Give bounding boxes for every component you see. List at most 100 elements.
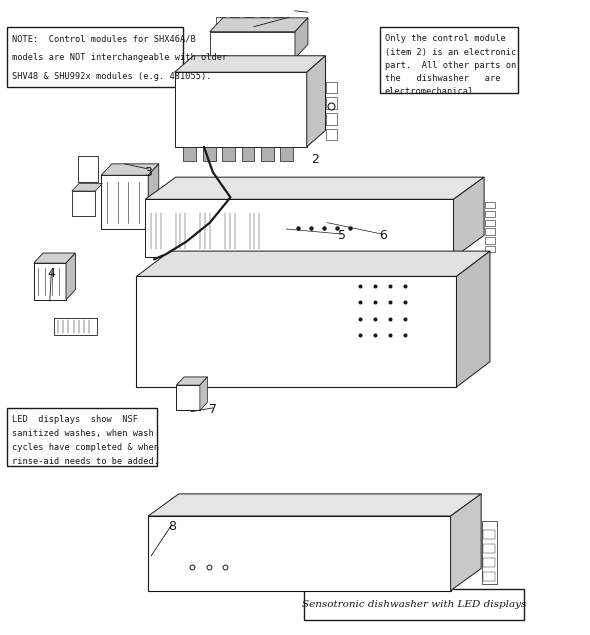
Bar <box>189 88 289 135</box>
Text: the   dishwasher   are: the dishwasher are <box>385 74 500 83</box>
Text: models are NOT interchangeable with older: models are NOT interchangeable with olde… <box>12 53 227 62</box>
Polygon shape <box>145 177 484 199</box>
Bar <box>414 328 433 356</box>
Polygon shape <box>210 18 308 32</box>
Text: 5: 5 <box>338 229 346 242</box>
Bar <box>485 202 494 208</box>
Polygon shape <box>451 494 481 591</box>
Bar <box>153 556 172 562</box>
Text: electromechanical.: electromechanical. <box>385 88 479 97</box>
Bar <box>142 324 169 330</box>
Bar <box>326 113 337 124</box>
Text: sanitized washes, when wash: sanitized washes, when wash <box>12 429 154 438</box>
Polygon shape <box>222 147 235 161</box>
Bar <box>153 548 172 554</box>
Bar <box>231 538 333 568</box>
Bar <box>485 220 494 226</box>
Bar <box>173 207 189 252</box>
Bar <box>380 27 518 93</box>
Bar <box>247 207 263 252</box>
Bar <box>148 207 165 252</box>
Bar <box>176 344 195 368</box>
Bar <box>482 521 497 584</box>
Polygon shape <box>148 516 451 591</box>
Polygon shape <box>183 147 196 161</box>
Bar <box>485 229 494 235</box>
Bar <box>216 17 225 29</box>
Text: 4: 4 <box>47 267 55 280</box>
Bar <box>142 306 169 312</box>
Bar <box>7 27 183 87</box>
Bar <box>151 528 176 581</box>
Text: 8: 8 <box>168 519 176 533</box>
Polygon shape <box>176 377 208 385</box>
Text: 7: 7 <box>209 403 217 416</box>
Polygon shape <box>307 56 326 147</box>
Bar <box>245 17 254 29</box>
Bar <box>142 351 169 357</box>
Bar <box>198 207 214 252</box>
Polygon shape <box>136 251 490 276</box>
Bar <box>483 544 494 552</box>
Bar <box>326 129 337 140</box>
Bar <box>142 342 169 348</box>
Bar <box>304 589 524 620</box>
Polygon shape <box>136 276 457 387</box>
Polygon shape <box>203 147 216 161</box>
Polygon shape <box>34 263 66 300</box>
Polygon shape <box>280 147 293 161</box>
Bar <box>274 17 283 29</box>
Polygon shape <box>175 72 307 147</box>
Text: SHV48 & SHU992x modules (e.g. 481055).: SHV48 & SHU992x modules (e.g. 481055). <box>12 72 211 81</box>
Bar <box>142 368 169 375</box>
Polygon shape <box>78 156 99 182</box>
Text: NOTE:  Control modules for SHX46A/B: NOTE: Control modules for SHX46A/B <box>12 35 196 44</box>
Bar <box>485 246 494 252</box>
Bar <box>260 17 268 29</box>
Bar <box>204 301 339 370</box>
Polygon shape <box>200 377 208 410</box>
Text: LED  displays  show  NSF: LED displays show NSF <box>12 415 138 424</box>
Polygon shape <box>54 318 97 335</box>
Bar <box>153 565 172 570</box>
Bar <box>7 408 157 466</box>
Bar <box>222 207 238 252</box>
Text: 6: 6 <box>379 229 387 242</box>
Bar <box>219 528 345 579</box>
Bar <box>421 209 437 248</box>
Polygon shape <box>295 18 308 58</box>
Bar <box>153 532 172 537</box>
Bar <box>201 98 239 126</box>
Bar <box>485 237 494 244</box>
Polygon shape <box>101 164 159 175</box>
Polygon shape <box>457 251 490 387</box>
Text: 2: 2 <box>312 153 320 166</box>
Polygon shape <box>454 177 484 257</box>
Polygon shape <box>261 147 274 161</box>
Text: Only the control module: Only the control module <box>385 34 506 43</box>
Text: cycles have completed & when: cycles have completed & when <box>12 443 159 452</box>
Text: rinse-aid needs to be added.: rinse-aid needs to be added. <box>12 457 159 466</box>
Bar <box>245 98 283 126</box>
Bar <box>398 209 415 248</box>
Bar <box>376 209 392 248</box>
Polygon shape <box>175 56 326 72</box>
Bar <box>231 17 239 29</box>
Bar <box>139 289 173 378</box>
Polygon shape <box>34 253 76 263</box>
Bar <box>483 572 494 580</box>
Bar <box>326 82 337 93</box>
Text: part.  All other parts on: part. All other parts on <box>385 61 516 70</box>
Bar <box>142 359 169 366</box>
Polygon shape <box>241 147 254 161</box>
Polygon shape <box>72 191 96 217</box>
Bar <box>362 537 381 575</box>
Bar <box>142 297 169 304</box>
Bar <box>483 558 494 566</box>
Text: (item 2) is an electronic: (item 2) is an electronic <box>385 48 516 57</box>
Polygon shape <box>148 494 481 516</box>
Bar <box>354 209 370 248</box>
Bar <box>483 530 494 538</box>
Polygon shape <box>145 199 454 257</box>
Polygon shape <box>101 175 148 229</box>
